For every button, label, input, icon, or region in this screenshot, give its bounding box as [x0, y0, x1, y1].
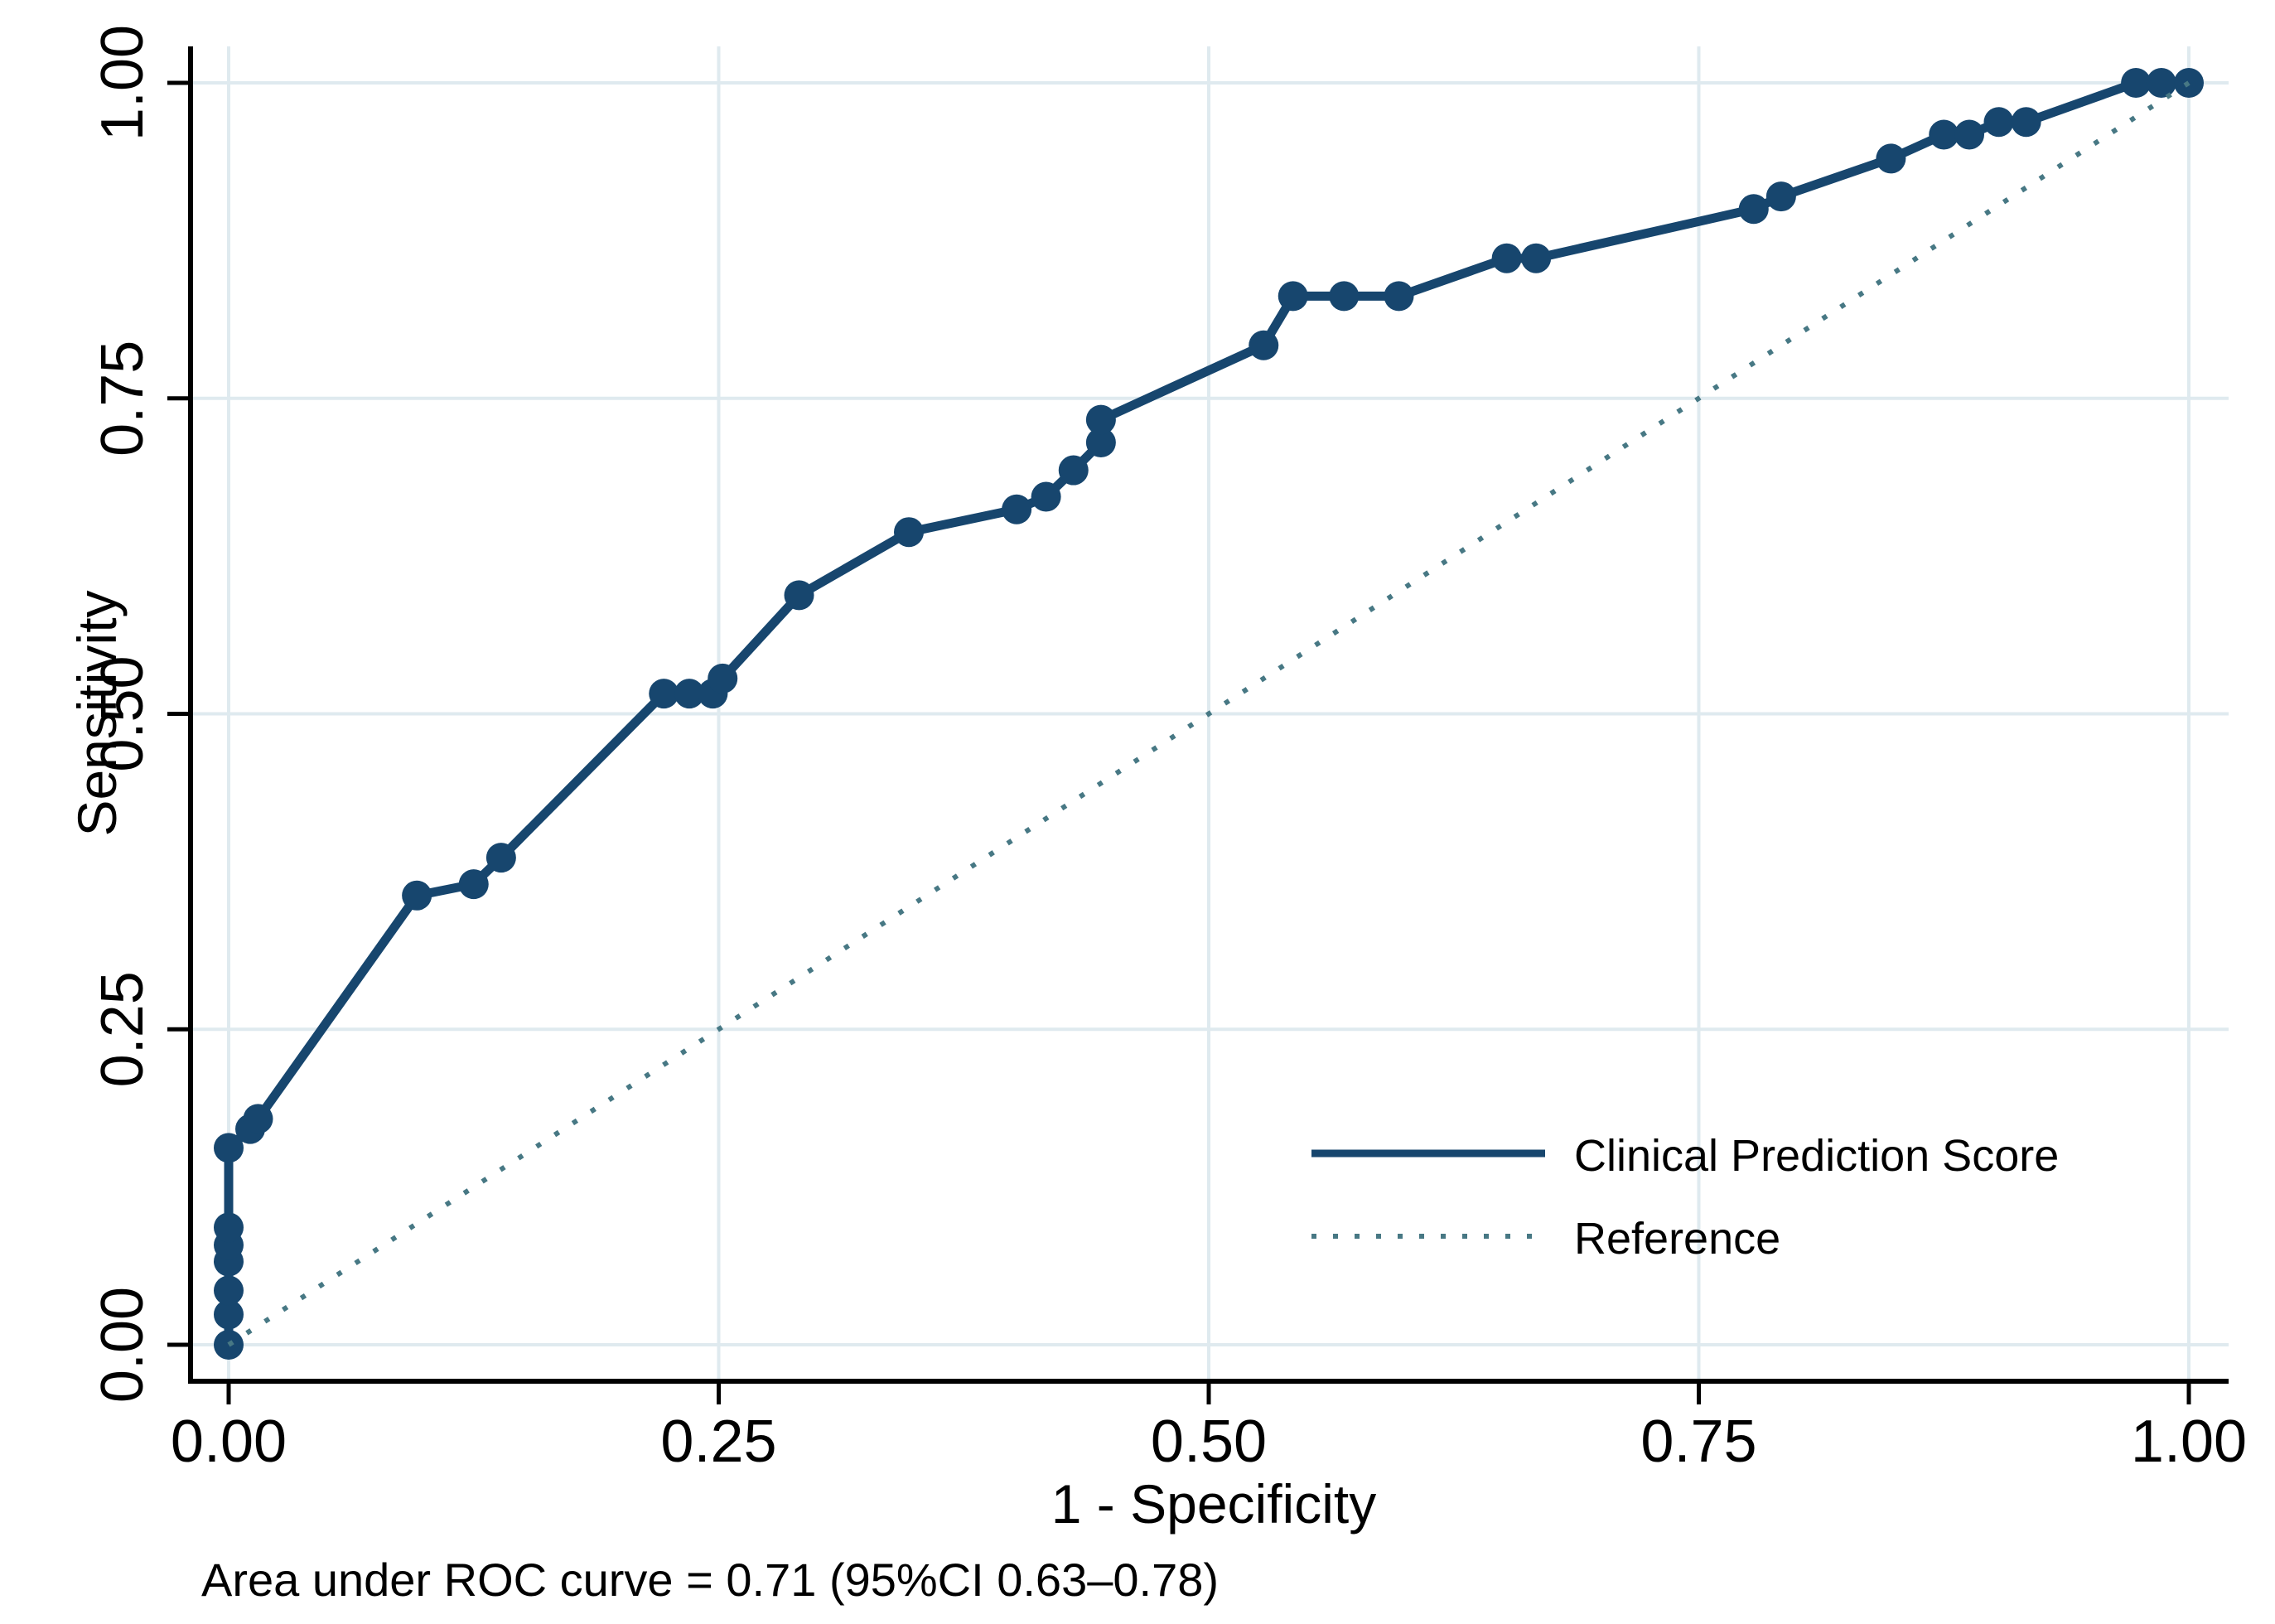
- roc-data-point: [214, 1212, 244, 1243]
- legend-samples-layer: [1311, 1149, 1545, 1239]
- roc-data-point: [1031, 481, 1061, 512]
- roc-data-point: [458, 869, 489, 900]
- roc-data-point: [1384, 281, 1414, 312]
- y-tick-label: 0.50: [89, 655, 156, 771]
- roc-data-point: [649, 679, 679, 709]
- roc-data-point: [1329, 281, 1360, 312]
- legend-label-clinical-prediction-score: Clinical Prediction Score: [1574, 1131, 2059, 1181]
- x-tick-label: 0.50: [1151, 1409, 1267, 1475]
- x-axis-title: 1 - Specificity: [1051, 1473, 1376, 1535]
- series-layer: [214, 68, 2204, 1360]
- roc-data-point: [1954, 119, 1985, 150]
- roc-data-point: [1491, 243, 1522, 273]
- axes-layer: 0.00 0.25 0.50 0.75 1.00 0.00 0.25 0.50 0.75 1.00: [89, 25, 2247, 1475]
- legend-label-reference: Reference: [1574, 1214, 1780, 1264]
- roc-data-point: [674, 679, 705, 709]
- roc-data-point: [485, 843, 516, 873]
- reference-line: [227, 80, 2190, 1347]
- roc-data-point: [1876, 143, 1906, 174]
- roc-data-point: [214, 1275, 244, 1306]
- roc-data-point: [1058, 455, 1089, 486]
- roc-data-point: [1765, 181, 1796, 212]
- roc-data-point: [2146, 68, 2176, 98]
- roc-data-point: [1085, 428, 1116, 458]
- roc-data-point: [2011, 107, 2041, 138]
- x-tick-label: 1.00: [2131, 1409, 2247, 1475]
- roc-data-point: [708, 663, 738, 694]
- roc-data-point: [1983, 107, 2014, 138]
- roc-data-point: [214, 1133, 244, 1163]
- roc-data-point: [402, 880, 432, 911]
- x-tick-label: 0.00: [171, 1409, 287, 1475]
- roc-data-point: [1929, 119, 1959, 150]
- roc-data-point: [1521, 243, 1552, 273]
- roc-data-point: [784, 580, 814, 611]
- x-tick-label: 0.25: [660, 1409, 776, 1475]
- x-tick-label: 0.75: [1640, 1409, 1756, 1475]
- roc-data-point: [1002, 494, 1032, 524]
- gridlines-layer: [191, 46, 2229, 1381]
- roc-data-point: [894, 517, 925, 548]
- y-tick-label: 0.00: [89, 1287, 156, 1403]
- y-axis-title: Sensitivity: [66, 590, 128, 836]
- roc-data-point: [1249, 330, 1279, 360]
- y-tick-label: 0.25: [89, 971, 156, 1087]
- roc-data-point: [1738, 194, 1769, 225]
- roc-data-point: [1278, 281, 1308, 312]
- roc-data-point: [243, 1104, 273, 1134]
- auc-caption: Area under ROC curve = 0.71 (95%CI 0.63–…: [201, 1554, 1219, 1606]
- y-tick-label: 1.00: [89, 25, 156, 141]
- roc-data-point: [214, 1299, 244, 1330]
- roc-data-point: [1085, 404, 1116, 435]
- y-tick-label: 0.75: [89, 341, 156, 457]
- roc-data-point: [2121, 68, 2152, 98]
